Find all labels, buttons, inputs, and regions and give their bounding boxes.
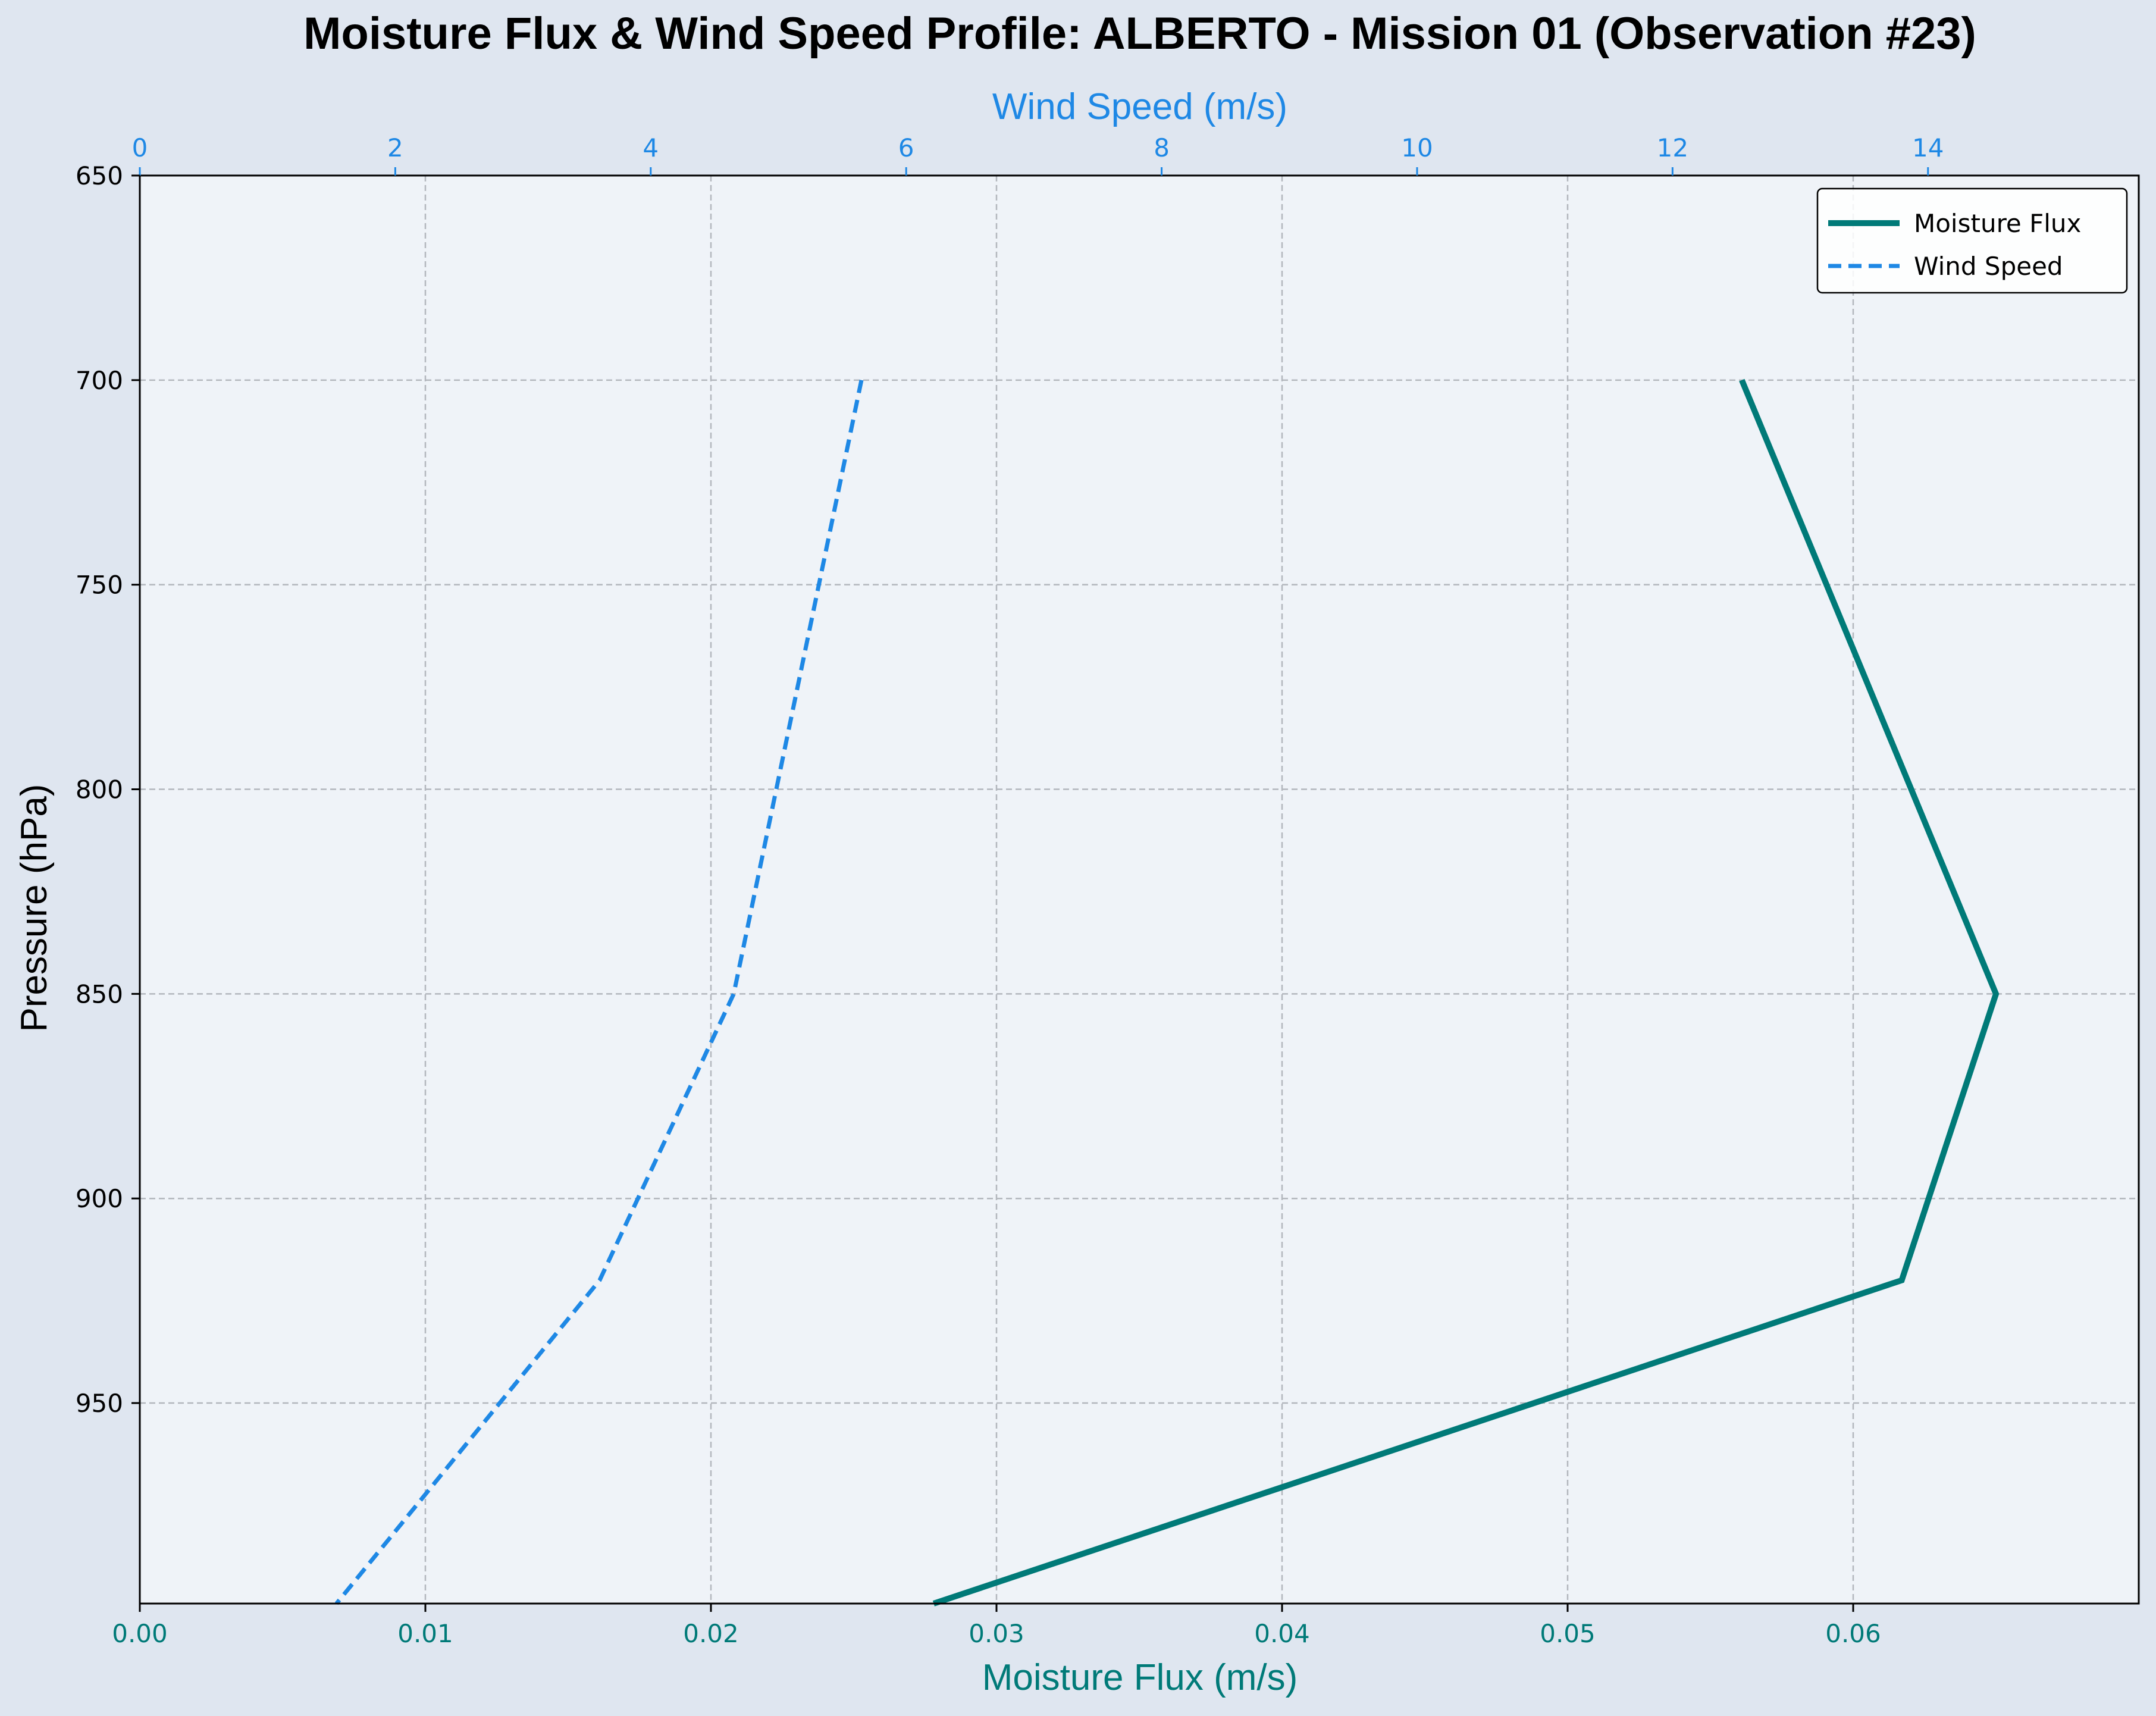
x-top-tick-label: 14 xyxy=(1912,133,1944,162)
x-top-tick-label: 10 xyxy=(1401,133,1433,162)
x-bottom-axis: 0.00 0.01 0.02 0.03 0.04 0.05 0.06 xyxy=(112,1604,1881,1648)
x-top-tick-label: 2 xyxy=(387,133,403,162)
y-axis-label: Pressure (hPa) xyxy=(14,784,55,1032)
x-bottom-tick-label: 0.05 xyxy=(1540,1619,1596,1648)
x-bottom-tick-label: 0.01 xyxy=(397,1619,453,1648)
y-tick-label: 700 xyxy=(76,366,123,395)
x-top-tick-label: 12 xyxy=(1657,133,1688,162)
series-lines xyxy=(334,378,2000,1607)
x-bottom-tick-label: 0.00 xyxy=(112,1619,168,1648)
y-tick-label: 850 xyxy=(76,979,123,1009)
x-top-axis: 0 2 4 6 8 10 12 14 xyxy=(132,133,1944,176)
x-top-tick-label: 4 xyxy=(643,133,659,162)
y-tick-label: 900 xyxy=(76,1184,123,1213)
x-bottom-tick-label: 0.02 xyxy=(683,1619,739,1648)
series-line-wind-speed xyxy=(334,380,864,1605)
legend: Moisture Flux Wind Speed xyxy=(1816,187,2128,294)
y-tick-label: 800 xyxy=(76,775,123,804)
y-axis: 650 700 750 800 850 900 950 xyxy=(76,161,140,1418)
x-top-tick-label: 6 xyxy=(898,133,914,162)
x-bottom-tick-label: 0.06 xyxy=(1825,1619,1881,1648)
x-bottom-tick-label: 0.04 xyxy=(1254,1619,1310,1648)
plot-frame xyxy=(139,174,2140,1605)
x-top-tick-label: 0 xyxy=(132,133,148,162)
x-top-axis-label: Wind Speed (m/s) xyxy=(992,86,1287,127)
y-tick-label: 950 xyxy=(76,1389,123,1418)
grid-lines xyxy=(140,176,2139,1604)
y-tick-label: 750 xyxy=(76,571,123,600)
chart-title: Moisture Flux & Wind Speed Profile: ALBE… xyxy=(303,8,1976,59)
series-line-moisture-flux xyxy=(932,378,2000,1607)
x-bottom-axis-label: Moisture Flux (m/s) xyxy=(982,1657,1298,1698)
y-tick-label: 650 xyxy=(76,161,123,190)
legend-entry: Moisture Flux xyxy=(1914,209,2081,238)
x-top-tick-label: 8 xyxy=(1154,133,1170,162)
legend-entry: Wind Speed xyxy=(1914,252,2063,281)
plot-area xyxy=(140,176,2139,1604)
x-bottom-tick-label: 0.03 xyxy=(969,1619,1024,1648)
